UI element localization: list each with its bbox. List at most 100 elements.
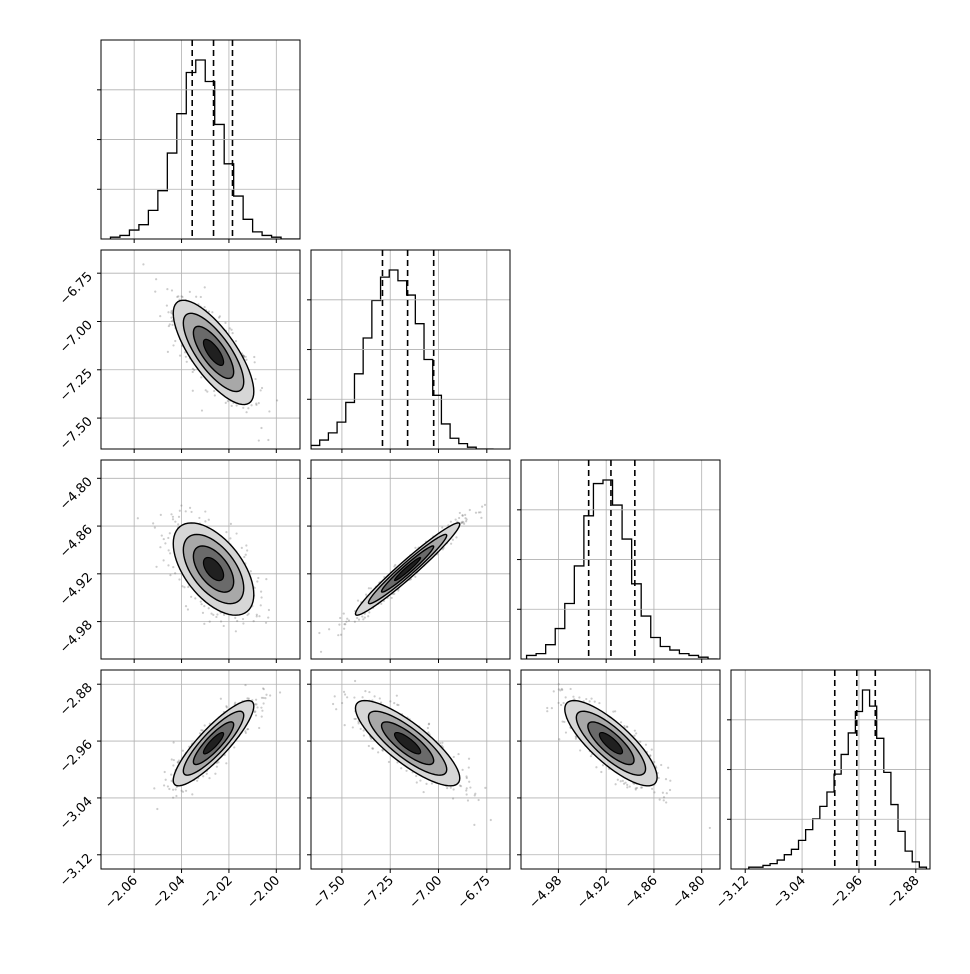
scatter-point xyxy=(449,520,452,523)
scatter-point xyxy=(203,724,206,727)
scatter-point xyxy=(181,295,184,299)
panel-0-0 xyxy=(97,39,301,243)
scatter-point xyxy=(669,779,672,782)
scatter-point xyxy=(254,714,258,717)
scatter-point xyxy=(447,524,450,527)
scatter-point xyxy=(203,622,206,625)
scatter-point xyxy=(171,323,174,326)
scatter-point xyxy=(166,785,170,788)
contour-line xyxy=(182,312,245,393)
scatter-point xyxy=(246,697,249,700)
histogram-step xyxy=(311,269,494,449)
scatter-point xyxy=(564,731,568,734)
scatter-point xyxy=(193,368,196,372)
scatter-point xyxy=(344,623,347,626)
contour-line xyxy=(354,699,461,787)
scatter-point xyxy=(260,426,263,430)
scatter-point xyxy=(229,537,232,540)
x-tick-label: −2.88 xyxy=(884,873,923,912)
scatter-point xyxy=(259,604,262,607)
scatter-point xyxy=(357,722,360,725)
scatter-point xyxy=(441,526,444,529)
scatter-point xyxy=(446,787,449,790)
scatter-point xyxy=(464,513,467,517)
panel-frame xyxy=(730,669,931,870)
scatter-point xyxy=(255,402,258,405)
scatter-point xyxy=(362,729,365,732)
scatter-point xyxy=(253,710,256,714)
scatter-point xyxy=(665,801,668,804)
scatter-point xyxy=(164,778,167,781)
scatter-point xyxy=(167,536,170,540)
scatter-point xyxy=(393,702,396,705)
scatter-point xyxy=(465,518,468,521)
scatter-point xyxy=(153,787,156,790)
scatter-point xyxy=(644,743,648,746)
scatter-point xyxy=(634,787,637,790)
scatter-point xyxy=(619,780,622,783)
scatter-point xyxy=(170,779,173,782)
scatter-point xyxy=(356,599,360,602)
scatter-point xyxy=(260,596,263,599)
scatter-point xyxy=(449,786,452,789)
scatter-point xyxy=(635,732,638,735)
panel-frame xyxy=(310,459,511,660)
scatter-point xyxy=(371,747,375,750)
scatter-point xyxy=(328,628,331,631)
y-tick-label: −7.25 xyxy=(57,366,96,405)
scatter-point xyxy=(427,722,431,725)
x-tick-label: −4.92 xyxy=(574,873,613,912)
scatter-point xyxy=(395,694,398,697)
scatter-point xyxy=(245,411,248,414)
scatter-point xyxy=(469,786,472,789)
scatter-point xyxy=(246,549,249,552)
scatter-point xyxy=(160,534,163,537)
scatter-point xyxy=(153,526,156,529)
scatter-point xyxy=(167,324,170,328)
contour-line xyxy=(202,556,225,582)
scatter-point xyxy=(665,792,668,795)
scatter-point xyxy=(633,734,636,737)
scatter-point xyxy=(400,767,403,770)
scatter-point xyxy=(331,702,335,706)
scatter-point xyxy=(441,548,444,551)
scatter-point xyxy=(650,748,653,751)
scatter-point xyxy=(198,516,201,520)
scatter-point xyxy=(255,703,258,706)
scatter-point xyxy=(183,351,187,354)
contour-line xyxy=(182,710,245,776)
scatter-point xyxy=(215,765,218,768)
scatter-point xyxy=(397,589,400,592)
scatter-point xyxy=(455,536,458,539)
scatter-point xyxy=(396,703,399,706)
scatter-point xyxy=(259,389,262,392)
scatter-point xyxy=(181,585,184,588)
contour-line xyxy=(354,522,461,616)
scatter-point xyxy=(650,787,654,790)
scatter-point xyxy=(222,624,225,628)
scatter-point xyxy=(260,706,263,709)
scatter-point xyxy=(247,697,250,700)
scatter-point xyxy=(357,720,360,723)
x-tick-label: −2.96 xyxy=(827,873,866,912)
scatter-point xyxy=(159,513,162,516)
scatter-point xyxy=(343,623,346,626)
scatter-point xyxy=(241,617,245,621)
scatter-point xyxy=(371,747,374,750)
scatter-point xyxy=(269,694,272,697)
scatter-point xyxy=(180,295,183,298)
scatter-point xyxy=(204,389,207,392)
y-tick-label: −4.86 xyxy=(57,522,96,561)
scatter-point xyxy=(207,518,210,521)
scatter-point xyxy=(257,402,260,405)
scatter-point xyxy=(167,311,170,314)
contour-line xyxy=(367,533,448,605)
scatter-point xyxy=(267,608,271,612)
scatter-point xyxy=(662,799,665,802)
contour-line xyxy=(393,556,422,582)
scatter-point xyxy=(216,613,219,616)
scatter-point xyxy=(234,616,237,619)
panel-frame xyxy=(100,249,301,450)
scatter-point xyxy=(188,506,192,509)
scatter-point xyxy=(661,791,664,794)
